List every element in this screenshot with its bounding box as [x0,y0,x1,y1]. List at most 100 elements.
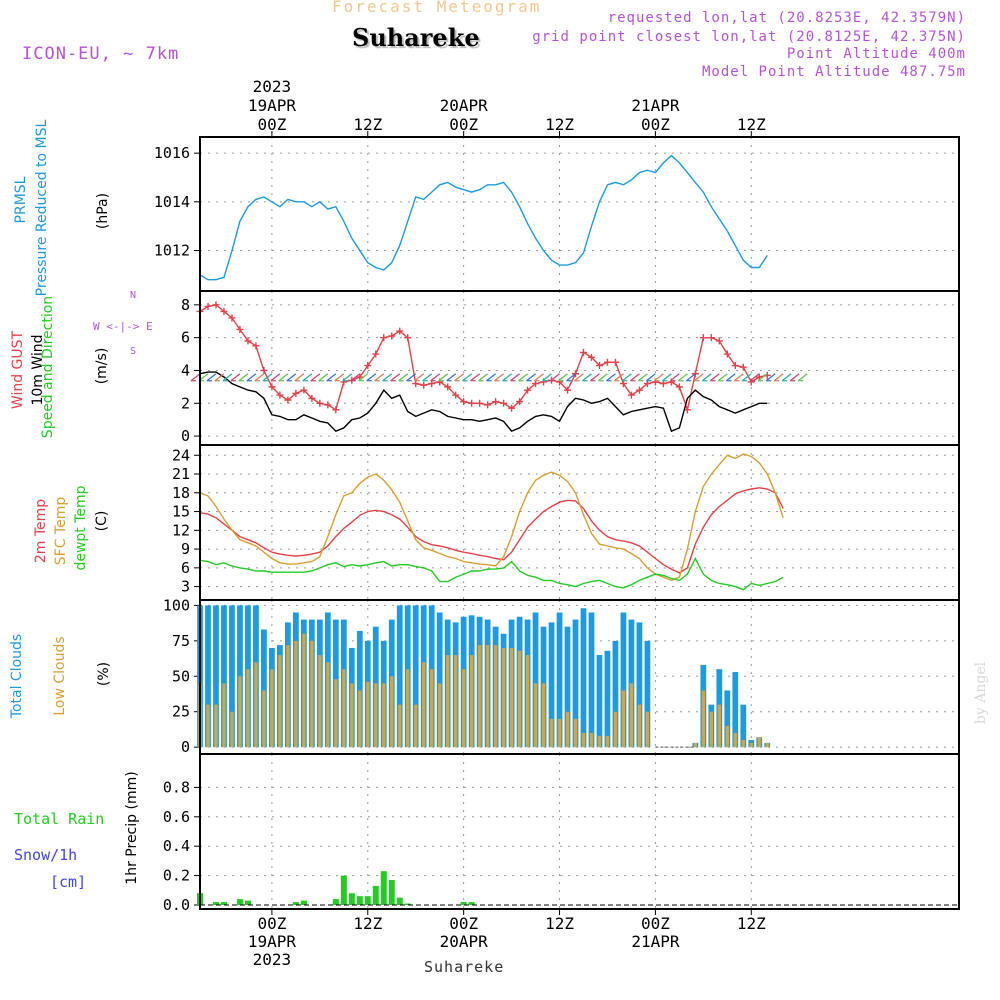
bar-low-clouds [390,676,394,748]
gust-marker [388,332,396,340]
series-line-2m-temp [199,487,784,574]
gust-marker [380,334,388,342]
wind-direction-arrow [238,373,249,382]
gust-marker [707,334,715,342]
bar-low-clouds [438,683,442,748]
gust-marker [292,389,300,397]
gust-marker [492,398,500,406]
rain-label: Total Rain [14,810,105,828]
wind-direction-arrow [318,373,329,382]
wind-direction-arrow [701,373,712,382]
gust-marker [524,386,532,394]
bar-total-clouds [588,612,595,748]
y-tick-label: 1016 [154,144,190,162]
wind-direction-arrow [614,373,624,382]
bar-low-clouds [589,732,594,748]
series-line-dewpt-temp [199,556,784,591]
bar-low-clouds [613,711,618,748]
wind-direction-arrow [502,373,512,382]
bar-total-clouds [604,650,611,748]
bar-low-clouds [334,679,338,748]
wind-direction-arrow [310,373,321,382]
panel-1 [190,290,960,446]
bar-low-clouds [485,645,490,748]
bar-low-clouds [278,655,282,748]
bar-low-clouds [581,732,586,748]
bar-low-clouds [230,711,234,748]
panel-frame [199,290,960,446]
bottom-time-label: 20APR [440,932,489,951]
y-tick-label: 0.8 [163,778,190,796]
wind-direction-arrow [725,373,736,382]
bar-total-clouds [213,605,219,748]
bar-low-clouds [509,647,514,748]
wind-direction-arrow [486,373,496,382]
y-tick-label: 24 [172,446,190,464]
compass-west-east: W <-|-> E [93,320,153,333]
gust-marker [603,358,611,366]
bar-rain [340,875,347,905]
bar-low-clouds [557,718,562,748]
bar-total-clouds [596,655,603,748]
wind-direction-arrow [294,373,305,382]
top-time-label: 00Z [641,115,670,134]
gust-marker [244,337,252,345]
bar-rain [388,880,395,905]
wind-direction-arrow [765,373,776,382]
grid-point-coords: grid point closest lon,lat (20.8125E, 42… [532,29,966,45]
bar-low-clouds [262,690,266,748]
wind-direction-arrow [254,373,265,382]
bar-low-clouds [637,704,642,748]
wind-direction-arrow [757,373,768,382]
wind-direction-arrow [358,373,369,382]
bar-total-clouds [732,672,739,748]
bar-low-clouds [621,690,626,748]
panel-2 [194,444,960,601]
y-tick-label: 12 [172,521,190,539]
bar-low-clouds [414,704,418,748]
wind-direction-arrow [566,373,576,382]
bar-total-clouds [396,605,403,748]
gust-marker [268,383,276,391]
bar-low-clouds [765,742,769,748]
y-tick-label: 15 [172,503,190,521]
wind-direction-arrow [622,373,632,382]
bar-total-clouds [356,630,363,748]
wind-direction-arrow [630,373,640,382]
y-tick-label: 75 [172,632,190,650]
gust-marker [284,396,292,404]
bar-rain [468,902,475,905]
gust-marker [500,399,508,407]
wind-direction-arrow [662,373,672,382]
wind-direction-arrow [470,373,480,382]
location-title: Suhareke [352,23,480,52]
bar-rain [220,902,227,905]
bar-low-clouds [733,732,737,748]
bar-low-clouds [757,737,761,748]
gust-marker [324,401,332,409]
wind-direction-arrow [382,373,393,382]
gust-marker [516,398,524,406]
top-time-label: 2023 [253,77,292,96]
y-tick-label: 0 [181,427,190,445]
gust-marker [635,386,643,394]
bottom-time-label: 12Z [353,914,382,933]
bar-rain [356,896,363,905]
y-tick-label: 0.6 [163,808,190,826]
panel-frame [199,753,960,910]
bar-low-clouds [597,735,602,748]
wind-direction-arrow [542,373,552,382]
bar-total-clouds [740,704,747,748]
wind-direction-arrow [350,373,361,382]
wind-direction-arrow [230,373,241,382]
y-tick-label: 6 [181,329,190,347]
bar-rain [460,902,467,905]
y-tick-label: 6 [181,559,190,577]
y-tick-label: 0.4 [163,837,190,855]
wind-direction-arrow [422,373,433,382]
y-tick-label: 21 [172,465,190,483]
gust-marker [236,325,244,333]
bar-rain [348,893,355,905]
gust-marker [739,363,747,371]
wind-direction-arrow [494,373,504,382]
